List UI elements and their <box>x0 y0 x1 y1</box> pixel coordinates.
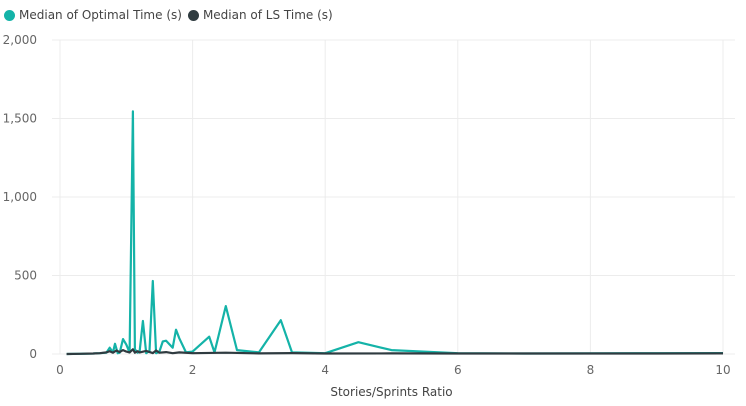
y-tick-label: 0 <box>29 347 37 361</box>
series-line-ls[interactable] <box>66 348 724 356</box>
x-tick-label: 10 <box>715 363 730 377</box>
y-tick-label: 500 <box>14 269 37 283</box>
legend-item-ls[interactable]: Median of LS Time (s) <box>187 8 333 22</box>
legend-marker-ls <box>187 9 199 21</box>
legend-marker-optimal <box>4 9 15 21</box>
x-tick-label: 4 <box>321 363 329 377</box>
series-line-optimal[interactable] <box>66 110 724 356</box>
y-axis-tick-labels: 0 500 1,000 1,500 2,000 <box>3 33 37 361</box>
y-tick-label: 1,500 <box>3 112 37 126</box>
x-tick-label: 2 <box>189 363 197 377</box>
legend-label-ls: Median of LS Time (s) <box>202 8 333 22</box>
y-tick-label: 2,000 <box>3 33 37 47</box>
x-tick-label: 0 <box>56 363 64 377</box>
y-tick-label: 1,000 <box>3 190 37 204</box>
chart-legend: Median of Optimal Time (s) Median of LS … <box>4 6 333 24</box>
x-tick-label: 6 <box>454 363 462 377</box>
x-axis-tick-labels: 0 2 4 6 8 10 <box>56 363 730 377</box>
x-tick-label: 8 <box>587 363 595 377</box>
series-lines <box>66 110 724 356</box>
x-axis-title: Stories/Sprints Ratio <box>330 385 452 399</box>
legend-item-optimal[interactable]: Median of Optimal Time (s) <box>4 8 182 22</box>
legend-label-optimal: Median of Optimal Time (s) <box>19 8 182 22</box>
